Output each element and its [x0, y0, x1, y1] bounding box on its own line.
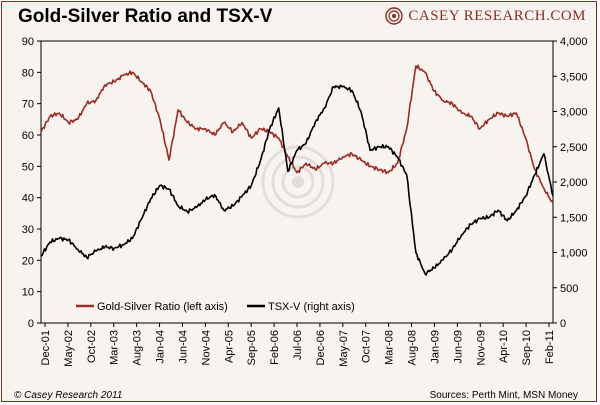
x-axis-tick-label: Feb-11: [544, 330, 556, 364]
right-axis-tick-label: 4,000: [560, 36, 588, 48]
watermark-emblem: [261, 145, 335, 219]
x-axis-tick-label: Dec-06: [315, 330, 327, 365]
x-axis-tick-label: Nov-09: [475, 330, 487, 365]
left-axis-tick-label: 90: [22, 36, 34, 48]
x-axis-tick-label: Feb-06: [269, 330, 281, 365]
x-axis-tick-label: Dec-01: [40, 330, 52, 365]
x-axis-tick-label: Oct-07: [361, 330, 373, 363]
brand-emblem-icon: [385, 7, 404, 25]
legend-label-tsx-v: TSX-V (right axis): [268, 301, 355, 313]
right-axis-tick-label: 1,000: [560, 248, 588, 260]
x-axis-tick-label: Jun-04: [177, 330, 189, 364]
left-axis-tick-label: 60: [22, 130, 34, 142]
right-axis-tick-label: 2,500: [560, 142, 588, 154]
right-axis-tick-label: 1,500: [560, 212, 588, 224]
x-axis-tick-label: Apr-10: [498, 330, 510, 363]
x-axis-tick-label: May-07: [338, 330, 350, 367]
left-axis-tick-label: 80: [22, 67, 34, 79]
left-axis-tick-label: 10: [22, 287, 34, 299]
left-axis-tick-label: 20: [22, 255, 34, 267]
series-line-gold-silver-ratio: [40, 64, 554, 205]
left-axis-tick-label: 30: [22, 224, 34, 236]
sources-note: Sources: Perth Mint, MSN Money: [429, 390, 578, 401]
x-axis-tick-label: Sep-05: [246, 330, 258, 365]
x-axis-tick-label: Jun-09: [452, 330, 464, 364]
x-axis-tick-label: Jan-04: [155, 330, 167, 364]
left-axis-tick-label: 50: [22, 161, 34, 173]
x-axis-tick-label: Apr-05: [223, 330, 235, 363]
brand-name: CASEY RESEARCH.COM: [408, 7, 586, 24]
series-line-tsx-v: [40, 84, 554, 276]
x-axis-tick-label: Mar-08: [384, 330, 396, 365]
right-axis-tick-label: 2,000: [560, 177, 588, 189]
x-axis-tick-label: Nov-04: [200, 330, 212, 365]
brand-logo: CASEY RESEARCH.COM: [385, 7, 586, 25]
right-axis-tick-label: 0: [560, 318, 566, 330]
copyright-note: © Casey Research 2011: [14, 390, 123, 401]
x-axis-tick-label: Jan-09: [429, 330, 441, 364]
right-axis-tick-label: 3,500: [560, 71, 588, 83]
x-axis-tick-label: Aug-03: [132, 330, 144, 365]
x-axis-tick-label: Mar-03: [109, 330, 121, 365]
right-axis-tick-label: 500: [560, 283, 578, 295]
left-axis-tick-label: 40: [22, 193, 34, 205]
right-axis-tick-label: 3,000: [560, 107, 588, 119]
x-axis-tick-label: May-02: [63, 330, 75, 367]
x-axis-tick-label: Jul-06: [292, 330, 304, 360]
legend-label-gold-silver-ratio: Gold-Silver Ratio (left axis): [97, 301, 228, 313]
chart-title: Gold-Silver Ratio and TSX-V: [18, 6, 273, 27]
left-axis-tick-label: 0: [28, 318, 34, 330]
x-axis-tick-label: Oct-02: [86, 330, 98, 363]
left-axis-tick-label: 70: [22, 99, 34, 111]
x-axis-tick-label: Aug-08: [407, 330, 419, 365]
x-axis-tick-label: Sep-10: [521, 330, 533, 365]
